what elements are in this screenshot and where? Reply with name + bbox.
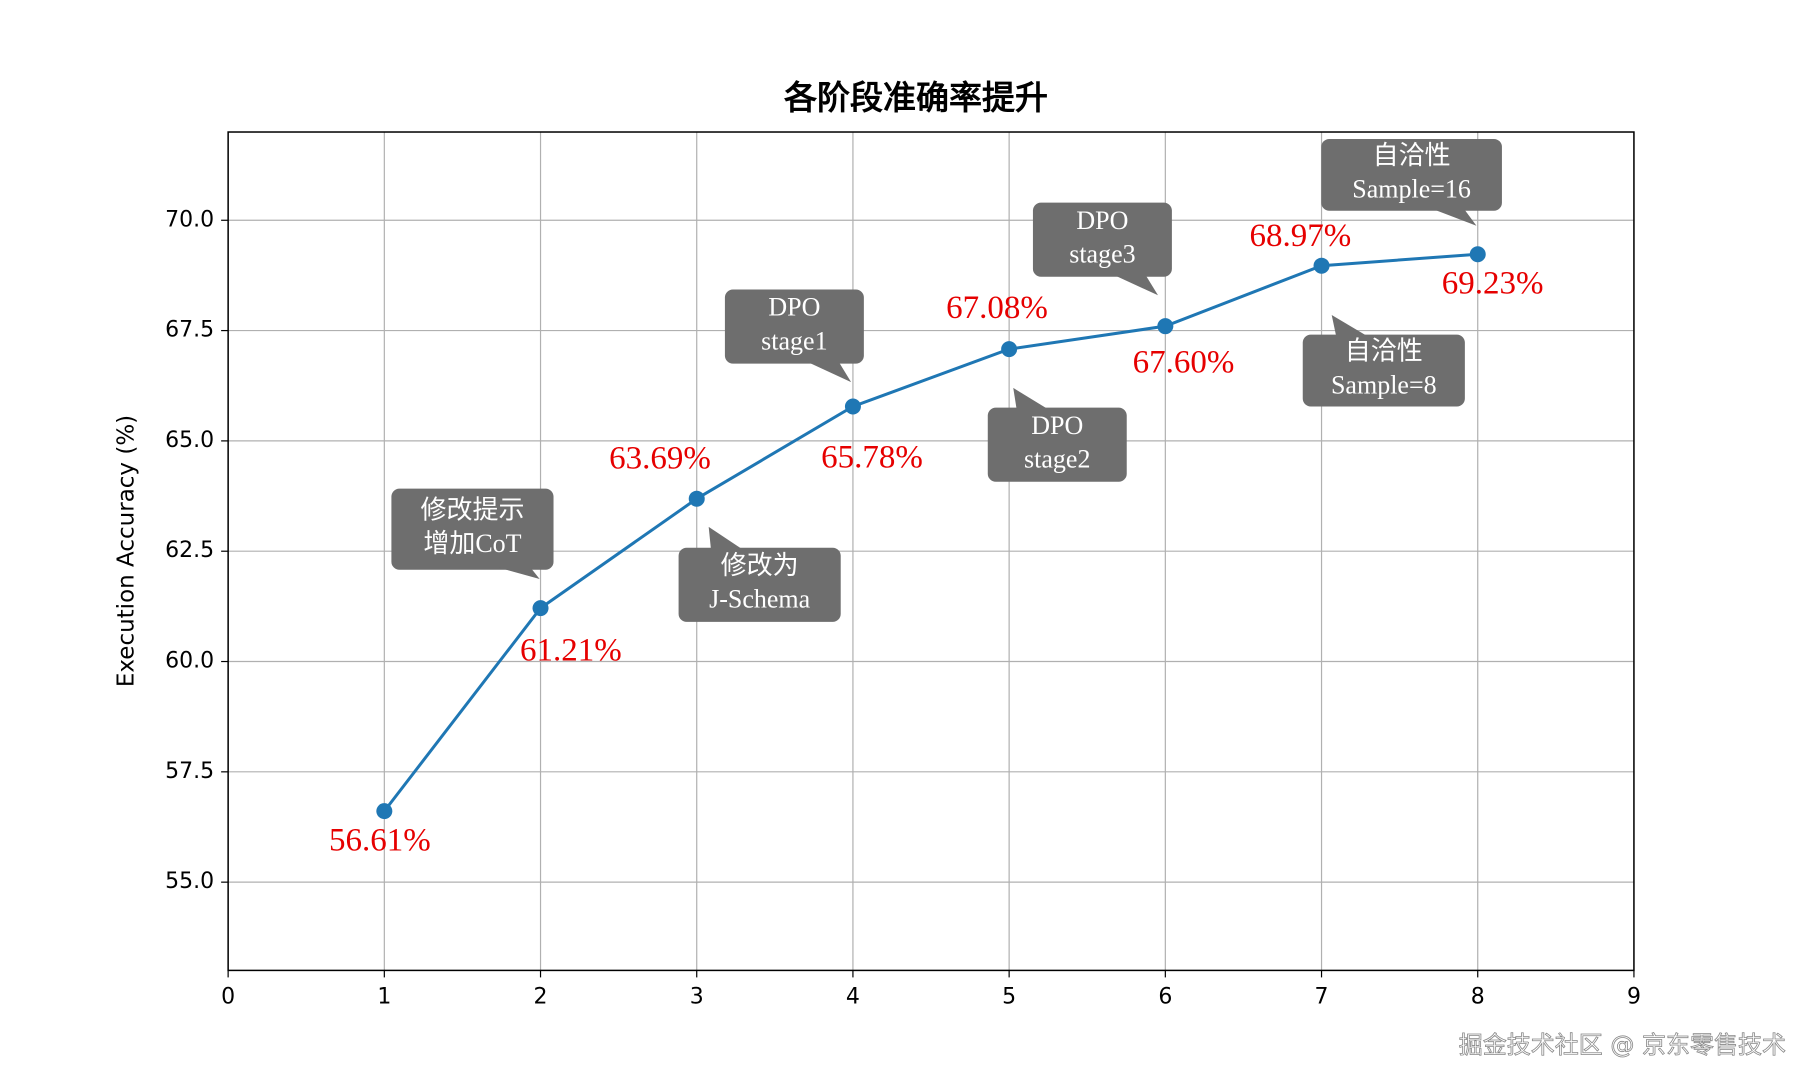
x-tick-label: 2: [534, 984, 548, 1009]
x-tick-label: 9: [1627, 984, 1641, 1009]
data-point: [688, 490, 705, 507]
y-tick-label: 70.0: [165, 207, 214, 232]
annotation-box: [678, 547, 841, 622]
data-point: [1313, 257, 1330, 274]
value-label: 69.23%: [1442, 266, 1544, 302]
annotation-text: 增加CoT: [423, 529, 521, 558]
x-tick-label: 5: [1002, 984, 1016, 1009]
annotation: DPO stage2: [987, 387, 1127, 482]
annotation-text: 修改提示: [420, 495, 524, 524]
data-line: [383, 252, 1478, 813]
value-label: 61.21%: [520, 633, 622, 669]
annotation-text: DPO: [1076, 206, 1128, 235]
y-tick-label: 57.5: [165, 759, 214, 784]
annotation-text: 自洽性: [1345, 337, 1423, 366]
x-tick-label: 8: [1471, 984, 1485, 1009]
data-point: [844, 398, 861, 415]
annotation-text: stage2: [1024, 444, 1090, 473]
annotation-text: J-Schema: [709, 585, 811, 614]
annotation-box: [1302, 334, 1465, 407]
data-point: [1001, 341, 1018, 358]
annotation-pointer: [1431, 208, 1477, 226]
annotation-box: [987, 407, 1127, 482]
annotation-text: 修改为: [721, 551, 799, 580]
annotation-text: 自洽性: [1373, 141, 1451, 170]
value-label: 67.08%: [946, 290, 1048, 326]
watermark: 掘金技术社区 @ 京东零售技术: [1459, 1031, 1786, 1059]
x-tick-label: 7: [1315, 984, 1329, 1009]
value-label: 65.78%: [821, 439, 923, 475]
data-point: [1157, 318, 1174, 335]
annotation: 自洽性 Sample=8: [1302, 314, 1465, 407]
value-label: 63.69%: [609, 440, 711, 476]
annotation-text: DPO: [1031, 411, 1083, 440]
annotation: 修改为 J-Schema: [678, 526, 841, 622]
annotation-text: Sample=16: [1352, 175, 1471, 204]
y-axis-label: Execution Accuracy (%): [114, 415, 140, 687]
y-tick-label: 55.0: [165, 869, 214, 894]
data-point: [1469, 246, 1486, 263]
value-label: 67.60%: [1133, 344, 1235, 380]
x-tick-label: 0: [221, 984, 235, 1009]
x-tick-label: 4: [846, 984, 860, 1009]
y-tick-label: 60.0: [165, 649, 214, 674]
annotation-pointer: [708, 526, 744, 551]
annotation: 自洽性 Sample=16: [1321, 138, 1502, 226]
x-tick-label: 6: [1158, 984, 1172, 1009]
annotation-pointer: [1112, 274, 1158, 296]
annotation-text: stage1: [761, 326, 827, 355]
annotation-box: [391, 488, 554, 570]
annotation-text: DPO: [768, 293, 820, 322]
value-label: 68.97%: [1250, 218, 1352, 254]
annotation-pointer: [805, 361, 852, 383]
annotation: DPO stage1: [724, 289, 864, 383]
y-tick-label: 62.5: [165, 538, 214, 563]
annotation-box: [1032, 202, 1172, 277]
data-point: [532, 600, 549, 617]
x-tick-label: 1: [377, 984, 391, 1009]
plot-frame: [227, 131, 1635, 972]
annotation-pointer: [1013, 387, 1050, 410]
annotation-pointer: [1331, 314, 1369, 337]
y-tick-label: 65.0: [165, 428, 214, 453]
annotation-text: Sample=8: [1331, 370, 1437, 399]
value-label: 56.61%: [329, 823, 431, 859]
annotation-pointer: [497, 567, 540, 579]
annotation-box: [724, 289, 864, 364]
annotation-box: [1321, 138, 1502, 211]
data-point: [376, 803, 393, 820]
y-tick-label: 67.5: [165, 318, 214, 343]
x-tick-label: 3: [690, 984, 704, 1009]
annotation: DPO stage3: [1032, 202, 1172, 296]
chart-title: 各阶段准确率提升: [783, 78, 1048, 117]
annotation-text: stage3: [1069, 239, 1135, 268]
